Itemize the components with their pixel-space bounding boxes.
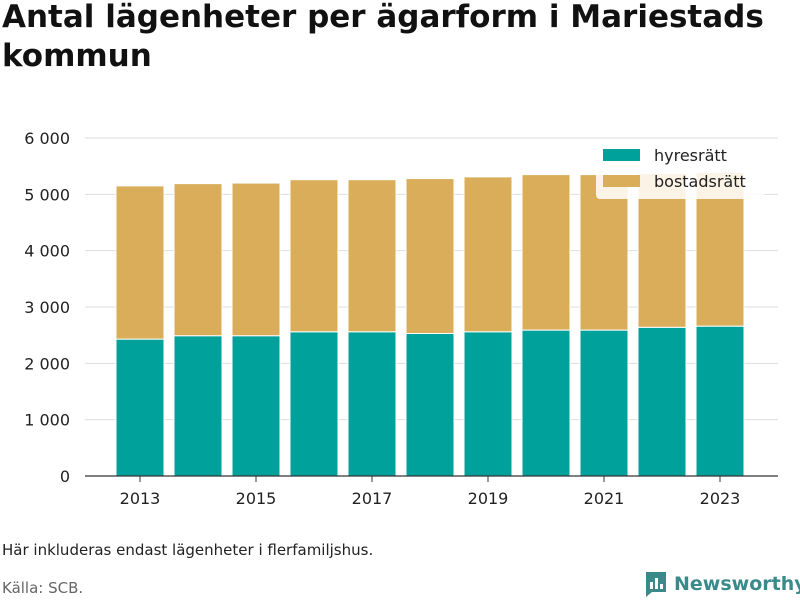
y-tick-label: 0 <box>60 467 70 486</box>
bar-bostadsratt-2013 <box>115 185 165 340</box>
x-tick-label: 2019 <box>468 489 509 508</box>
legend-swatch-hyresratt <box>603 149 640 161</box>
bar-hyresratt-2016 <box>289 331 339 477</box>
bar-bostadsratt-2014 <box>173 183 223 337</box>
newsworthy-brand[interactable]: Newsworthy <box>644 568 800 600</box>
bar-bostadsratt-2017 <box>347 179 397 333</box>
bar-hyresratt-2020 <box>521 329 571 477</box>
x-tick-label: 2017 <box>352 489 393 508</box>
y-axis-tick-labels: 0 1 000 2 000 3 000 4 000 5 000 6 000 <box>24 129 70 486</box>
bar-bostadsratt-2016 <box>289 179 339 333</box>
bar-hyresratt-2015 <box>231 335 281 477</box>
y-tick-label: 6 000 <box>24 129 70 148</box>
bar-hyresratt-2019 <box>463 331 513 477</box>
bar-hyresratt-2021 <box>579 329 629 477</box>
y-tick-label: 4 000 <box>24 242 70 261</box>
x-axis-tick-labels: 2013 2015 2017 2019 2021 2023 <box>120 476 741 508</box>
x-tick-label: 2023 <box>700 489 741 508</box>
x-tick-label: 2013 <box>120 489 161 508</box>
y-tick-label: 2 000 <box>24 354 70 373</box>
bar-chart-logo-icon <box>646 572 666 597</box>
bar-hyresratt-2014 <box>173 335 223 477</box>
bar-hyresratt-2018 <box>405 332 455 477</box>
legend-label-hyresratt: hyresrätt <box>654 146 727 165</box>
bar-hyresratt-2022 <box>637 326 687 477</box>
bar-hyresratt-2013 <box>115 338 165 477</box>
x-tick-label: 2015 <box>236 489 277 508</box>
bar-bostadsratt-2021 <box>579 174 629 331</box>
bar-bostadsratt-2015 <box>231 182 281 337</box>
x-tick-label: 2021 <box>584 489 625 508</box>
legend-label-bostadsratt: bostadsrätt <box>654 172 746 191</box>
legend-swatch-bostadsratt <box>603 175 640 187</box>
y-tick-label: 5 000 <box>24 185 70 204</box>
chart-source: Källa: SCB. <box>2 579 84 597</box>
bar-bostadsratt-2020 <box>521 174 571 331</box>
bar-bostadsratt-2018 <box>405 178 455 334</box>
brand-name: Newsworthy <box>674 573 800 595</box>
bar-hyresratt-2017 <box>347 331 397 477</box>
bars <box>115 171 745 477</box>
bar-bostadsratt-2019 <box>463 176 513 333</box>
chart-title: Antal lägenheter per ägarform i Mariesta… <box>2 0 764 74</box>
legend: hyresrätt bostadsrätt <box>596 139 764 199</box>
y-tick-label: 1 000 <box>24 411 70 430</box>
y-tick-label: 3 000 <box>24 298 70 317</box>
chart-note: Här inkluderas endast lägenheter i flerf… <box>2 541 374 559</box>
bar-hyresratt-2023 <box>695 325 745 477</box>
